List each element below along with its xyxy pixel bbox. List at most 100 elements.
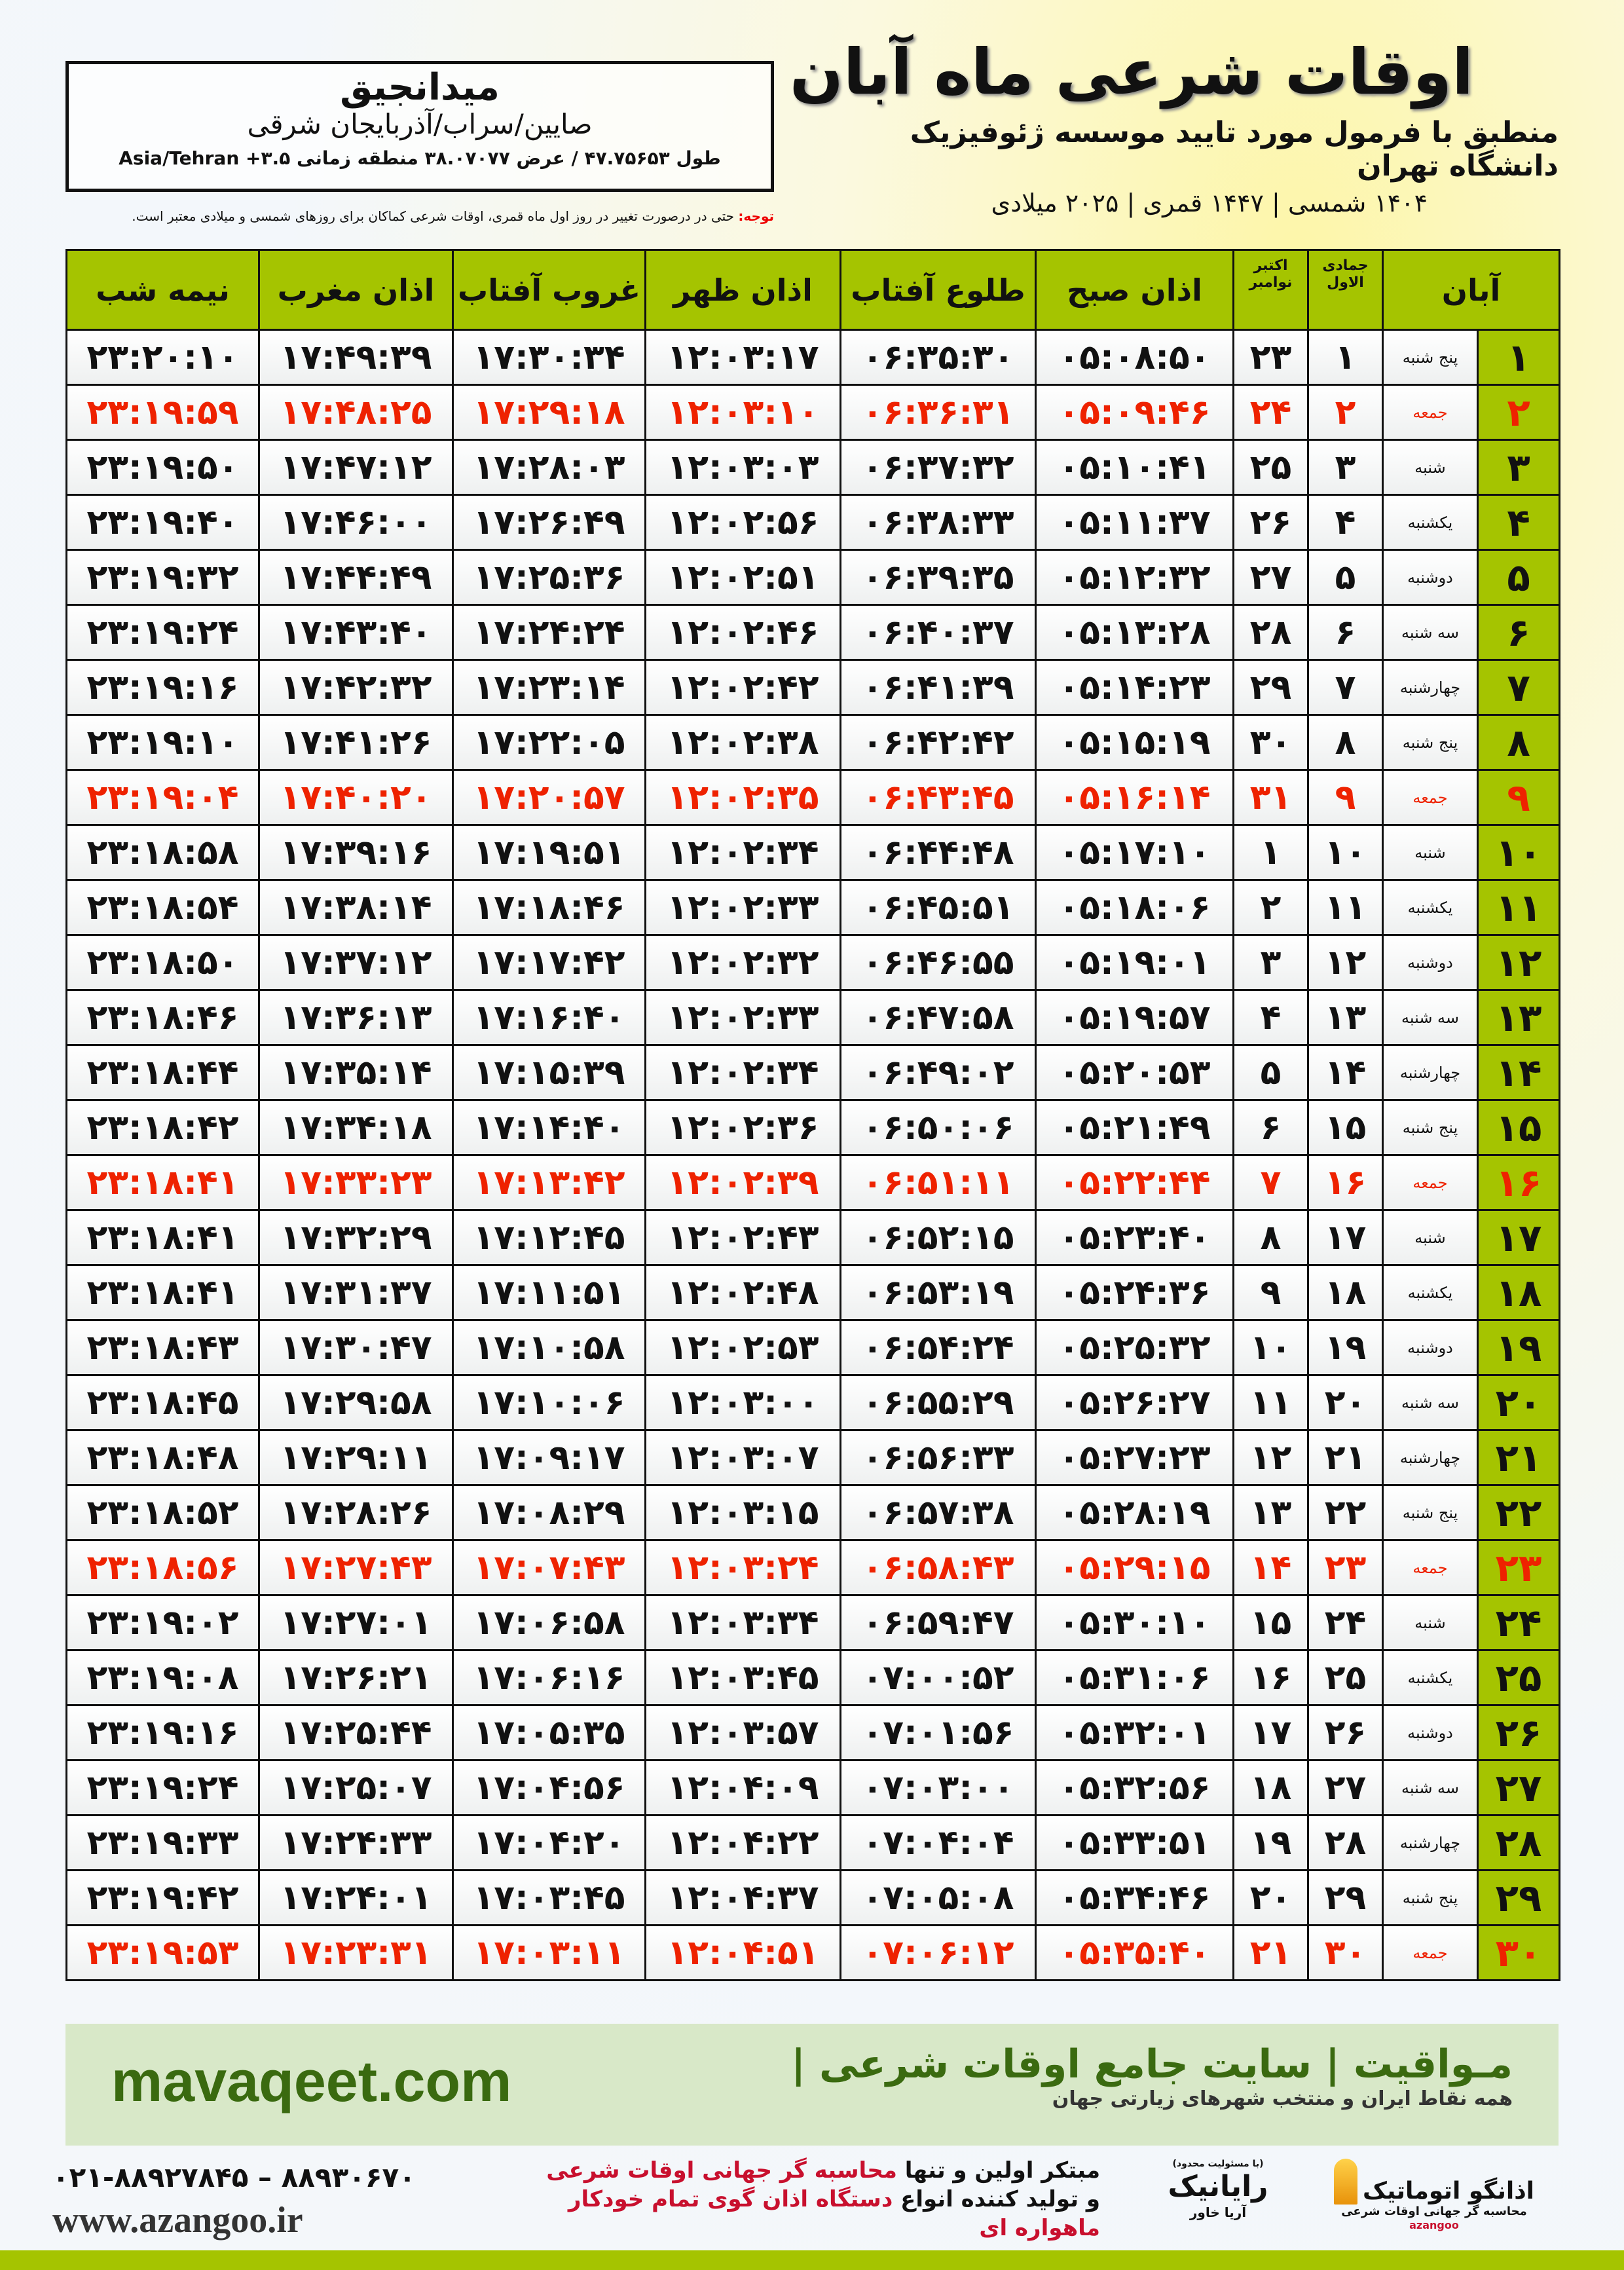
cell-day: ۵ (1477, 549, 1561, 606)
cell-midnight: ۲۳:۱۹:۵۰ (65, 439, 260, 496)
header-aban: آبان (1381, 249, 1561, 331)
cell-fajr: ۰۵:۲۴:۳۶ (1035, 1264, 1234, 1321)
table-row: ۱۴ چهارشنبه ۱۴ ۵ ۰۵:۲۰:۵۳ ۰۶:۴۹:۰۲ ۱۲:۰۲:۳۴ ۱۷:… (65, 1044, 1561, 1101)
cell-weekday: جمعه (1381, 1154, 1479, 1211)
cell-gregorian: ۳۱ (1232, 769, 1309, 826)
cell-sunset: ۱۷:۱۴:۴۰ (452, 1099, 646, 1156)
cell-gregorian: ۷ (1232, 1154, 1309, 1211)
cell-maghrib: ۱۷:۲۷:۴۳ (258, 1539, 454, 1596)
cell-sunrise: ۰۶:۵۵:۲۹ (840, 1374, 1037, 1431)
cell-gregorian: ۱۳ (1232, 1484, 1309, 1541)
cell-maghrib: ۱۷:۲۸:۲۶ (258, 1484, 454, 1541)
cell-fajr: ۰۵:۱۲:۳۲ (1035, 549, 1234, 606)
cell-qamari: ۶ (1307, 604, 1384, 661)
cell-sunrise: ۰۶:۵۸:۴۳ (840, 1539, 1037, 1596)
cell-sunrise: ۰۷:۰۶:۱۲ (840, 1924, 1037, 1981)
cell-midnight: ۲۳:۱۸:۴۱ (65, 1154, 260, 1211)
cell-qamari: ۱۰ (1307, 824, 1384, 881)
cell-day: ۲ (1477, 384, 1561, 441)
cell-gregorian: ۱۲ (1232, 1429, 1309, 1486)
cell-dhuhr: ۱۲:۰۲:۳۶ (644, 1099, 841, 1156)
cell-sunset: ۱۷:۲۴:۲۴ (452, 604, 646, 661)
cell-dhuhr: ۱۲:۰۴:۲۲ (644, 1814, 841, 1871)
table-row: ۲۷ سه شنبه ۲۷ ۱۸ ۰۵:۳۲:۵۶ ۰۷:۰۳:۰۰ ۱۲:۰۴:۰۹ ۱۷:… (65, 1759, 1561, 1816)
table-row: ۴ یکشنبه ۴ ۲۶ ۰۵:۱۱:۳۷ ۰۶:۳۸:۳۳ ۱۲:۰۲:۵۶ ۱۷:۲۶:… (65, 494, 1561, 551)
cell-dhuhr: ۱۲:۰۳:۱۷ (644, 329, 841, 386)
cell-midnight: ۲۳:۲۰:۱۰ (65, 329, 260, 386)
rayanik-sub: آریا خاور (1189, 2204, 1247, 2220)
table-row: ۱۳ سه شنبه ۱۳ ۴ ۰۵:۱۹:۵۷ ۰۶:۴۷:۵۸ ۱۲:۰۲:۳۳ ۱۷:۱… (65, 989, 1561, 1046)
cell-sunrise: ۰۷:۰۳:۰۰ (840, 1759, 1037, 1816)
cell-weekday: سه شنبه (1381, 989, 1479, 1046)
cell-weekday: چهارشنبه (1381, 659, 1479, 716)
cell-gregorian: ۳ (1232, 934, 1309, 991)
cell-weekday: جمعه (1381, 384, 1479, 441)
table-row: ۳ شنبه ۳ ۲۵ ۰۵:۱۰:۴۱ ۰۶:۳۷:۳۲ ۱۲:۰۳:۰۳ ۱۷:۲۸:۰۳… (65, 439, 1561, 496)
cell-day: ۲۸ (1477, 1814, 1561, 1871)
cell-qamari: ۱ (1307, 329, 1384, 386)
cell-day: ۱۷ (1477, 1209, 1561, 1266)
cell-day: ۱۶ (1477, 1154, 1561, 1211)
cell-day: ۱۱ (1477, 879, 1561, 936)
promo-text: مبتکر اولین و تنها محاسبه گر جهانی اوقات… (511, 2156, 1100, 2243)
cell-qamari: ۵ (1307, 549, 1384, 606)
cell-qamari: ۱۳ (1307, 989, 1384, 1046)
cell-gregorian: ۱۱ (1232, 1374, 1309, 1431)
cell-sunrise: ۰۶:۳۷:۳۲ (840, 439, 1037, 496)
cell-sunset: ۱۷:۰۳:۱۱ (452, 1924, 646, 1981)
page-title: اوقات شرعی ماه آبان (789, 35, 1473, 109)
cell-sunset: ۱۷:۰۸:۲۹ (452, 1484, 646, 1541)
cell-sunset: ۱۷:۰۵:۳۵ (452, 1704, 646, 1761)
cell-qamari: ۲۸ (1307, 1814, 1384, 1871)
table-row: ۲۴ شنبه ۲۴ ۱۵ ۰۵:۳۰:۱۰ ۰۶:۵۹:۴۷ ۱۲:۰۳:۳۴ ۱۷:۰۶:… (65, 1594, 1561, 1651)
cell-maghrib: ۱۷:۲۵:۰۷ (258, 1759, 454, 1816)
cell-gregorian: ۵ (1232, 1044, 1309, 1101)
cell-sunrise: ۰۶:۵۷:۳۸ (840, 1484, 1037, 1541)
cell-gregorian: ۲۳ (1232, 329, 1309, 386)
cell-sunset: ۱۷:۰۷:۴۳ (452, 1539, 646, 1596)
cell-sunset: ۱۷:۱۹:۵۱ (452, 824, 646, 881)
cell-day: ۲۴ (1477, 1594, 1561, 1651)
cell-gregorian: ۱۹ (1232, 1814, 1309, 1871)
cell-sunrise: ۰۶:۳۸:۳۳ (840, 494, 1037, 551)
table-row: ۲ جمعه ۲ ۲۴ ۰۵:۰۹:۴۶ ۰۶:۳۶:۳۱ ۱۲:۰۳:۱۰ ۱۷:۲۹:۱۸… (65, 384, 1561, 441)
cell-qamari: ۲۱ (1307, 1429, 1384, 1486)
cell-fajr: ۰۵:۲۱:۴۹ (1035, 1099, 1234, 1156)
cell-sunset: ۱۷:۱۳:۴۲ (452, 1154, 646, 1211)
azangoo-url[interactable]: www.azangoo.ir (52, 2200, 303, 2241)
cell-midnight: ۲۳:۱۹:۳۳ (65, 1814, 260, 1871)
cell-dhuhr: ۱۲:۰۲:۳۸ (644, 714, 841, 771)
cell-maghrib: ۱۷:۲۹:۵۸ (258, 1374, 454, 1431)
cell-midnight: ۲۳:۱۸:۴۱ (65, 1209, 260, 1266)
cell-qamari: ۱۱ (1307, 879, 1384, 936)
cell-fajr: ۰۵:۳۱:۰۶ (1035, 1649, 1234, 1706)
cell-sunrise: ۰۶:۵۰:۰۶ (840, 1099, 1037, 1156)
cell-sunrise: ۰۶:۵۶:۳۳ (840, 1429, 1037, 1486)
cell-midnight: ۲۳:۱۸:۵۸ (65, 824, 260, 881)
cell-sunrise: ۰۶:۴۵:۵۱ (840, 879, 1037, 936)
mavaqeet-url[interactable]: mavaqeet.com (111, 2049, 512, 2113)
location-box: میدانجیق صایین/سراب/آذربایجان شرقی طول ۴… (65, 61, 774, 192)
cell-maghrib: ۱۷:۳۹:۱۶ (258, 824, 454, 881)
promo-line2: و تولید کننده انواع (893, 2186, 1100, 2213)
cell-maghrib: ۱۷:۳۶:۱۳ (258, 989, 454, 1046)
cell-midnight: ۲۳:۱۸:۵۰ (65, 934, 260, 991)
cell-sunrise: ۰۶:۴۳:۴۵ (840, 769, 1037, 826)
cell-qamari: ۲۷ (1307, 1759, 1384, 1816)
cell-dhuhr: ۱۲:۰۲:۳۲ (644, 934, 841, 991)
cell-qamari: ۲۳ (1307, 1539, 1384, 1596)
cell-maghrib: ۱۷:۲۶:۲۱ (258, 1649, 454, 1706)
cell-fajr: ۰۵:۲۲:۴۴ (1035, 1154, 1234, 1211)
cell-fajr: ۰۵:۱۸:۰۶ (1035, 879, 1234, 936)
cell-weekday: پنج شنبه (1381, 329, 1479, 386)
cell-weekday: یکشنبه (1381, 1649, 1479, 1706)
cell-weekday: پنج شنبه (1381, 1099, 1479, 1156)
cell-weekday: چهارشنبه (1381, 1044, 1479, 1101)
cell-qamari: ۱۶ (1307, 1154, 1384, 1211)
table-row: ۱۵ پنج شنبه ۱۵ ۶ ۰۵:۲۱:۴۹ ۰۶:۵۰:۰۶ ۱۲:۰۲:۳۶ ۱۷:… (65, 1099, 1561, 1156)
cell-qamari: ۱۵ (1307, 1099, 1384, 1156)
cell-qamari: ۸ (1307, 714, 1384, 771)
cell-sunset: ۱۷:۰۴:۵۶ (452, 1759, 646, 1816)
cell-day: ۴ (1477, 494, 1561, 551)
cell-day: ۲۰ (1477, 1374, 1561, 1431)
